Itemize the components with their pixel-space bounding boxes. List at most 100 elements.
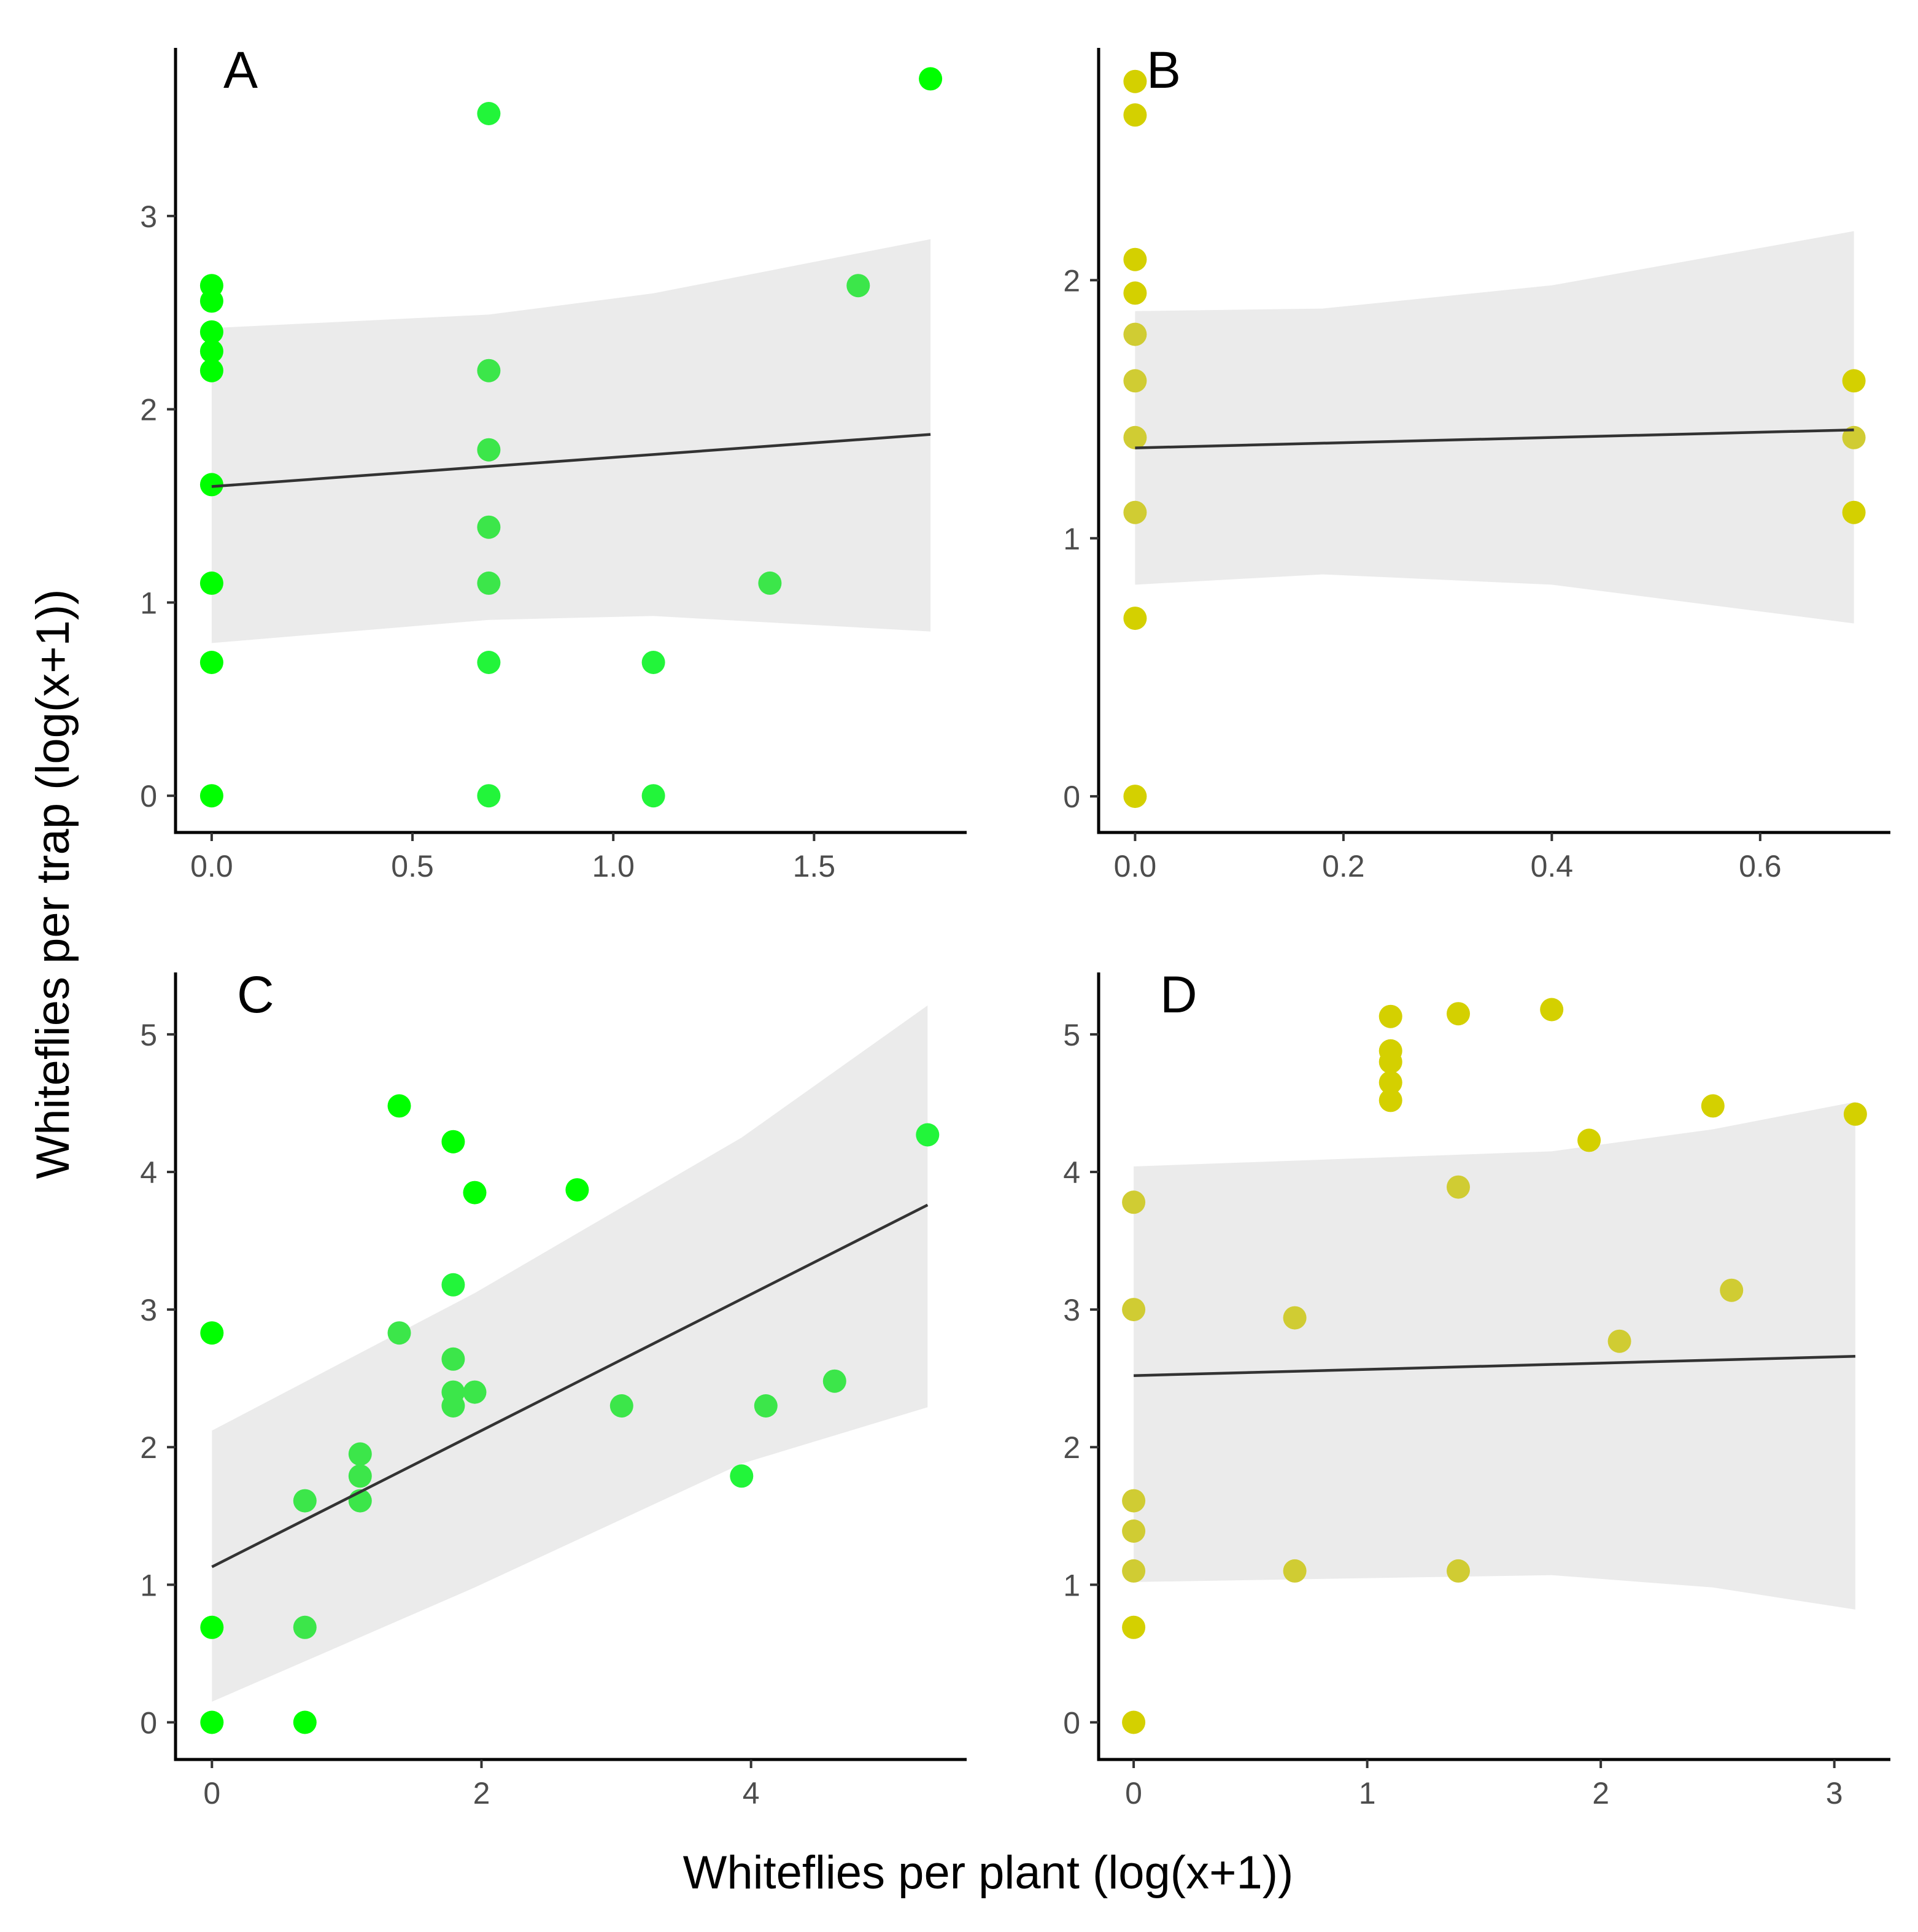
- data-point: [1283, 1306, 1307, 1330]
- data-point: [199, 320, 223, 344]
- data-point: [477, 102, 501, 125]
- data-point: [1123, 500, 1147, 524]
- data-point: [477, 438, 501, 462]
- tick-marks: 0 2 4 0 1 2 3 4 5: [140, 1018, 759, 1810]
- y-tick-label: 0: [1063, 1705, 1080, 1740]
- data-point: [199, 571, 223, 595]
- x-tick-label: 0.4: [1531, 849, 1574, 883]
- data-point: [1842, 500, 1866, 524]
- data-point: [1122, 1519, 1146, 1543]
- regression-line: [211, 1203, 929, 1569]
- y-tick-label: 2: [1063, 263, 1080, 298]
- data-point: [477, 784, 501, 808]
- data-points: [200, 1094, 940, 1734]
- data-point: [293, 1710, 317, 1734]
- data-point: [846, 274, 870, 298]
- data-point: [1540, 998, 1564, 1022]
- tick-marks: 0 1 2 3 0 1 2 3 4 5: [1063, 1018, 1843, 1810]
- data-point: [477, 571, 501, 595]
- data-point: [1842, 425, 1866, 449]
- y-tick-label: 3: [140, 200, 157, 234]
- y-tick-label: 5: [140, 1018, 157, 1052]
- y-tick-label: 0: [140, 779, 157, 813]
- confidence-band: [1134, 1101, 1855, 1610]
- panel-c: 0 2 4 0 1 2 3 4 5 C: [140, 966, 967, 1810]
- data-point: [199, 339, 223, 363]
- data-points: [1122, 998, 1867, 1734]
- data-point: [348, 1442, 372, 1466]
- data-point: [200, 1321, 224, 1345]
- x-tick-label: 2: [1592, 1776, 1609, 1810]
- data-point: [916, 1123, 940, 1147]
- axis-lines: [174, 48, 967, 834]
- data-point: [199, 784, 223, 808]
- data-point: [1123, 69, 1147, 93]
- data-point: [1122, 1559, 1146, 1583]
- data-point: [199, 473, 223, 497]
- data-points: [1123, 69, 1866, 809]
- y-tick-label: 2: [140, 393, 157, 427]
- data-point: [1123, 607, 1147, 630]
- panel-letter: C: [237, 966, 274, 1023]
- confidence-band: [212, 1005, 928, 1702]
- y-tick-label: 3: [1063, 1293, 1080, 1327]
- data-point: [1447, 1002, 1470, 1026]
- data-point: [200, 1615, 224, 1639]
- data-point: [199, 651, 223, 674]
- regression-line: [211, 433, 931, 488]
- x-tick-label: 0: [203, 1776, 220, 1810]
- y-tick-label: 2: [140, 1430, 157, 1465]
- y-tick-label: 3: [140, 1293, 157, 1327]
- x-tick-label: 2: [473, 1776, 490, 1810]
- x-tick-label: 0.2: [1322, 849, 1365, 883]
- data-point: [822, 1369, 846, 1393]
- x-axis-title: Whiteflies per plant (log(x+1)): [683, 1847, 1294, 1899]
- data-point: [348, 1464, 372, 1488]
- data-point: [1122, 1298, 1146, 1322]
- data-point: [1123, 281, 1147, 305]
- data-point: [441, 1347, 465, 1371]
- data-point: [1379, 1071, 1402, 1095]
- data-point: [441, 1273, 465, 1297]
- data-point: [441, 1394, 465, 1418]
- data-point: [1843, 1102, 1867, 1126]
- x-tick-label: 1: [1359, 1776, 1376, 1810]
- x-tick-label: 0.0: [1114, 849, 1157, 883]
- data-point: [1122, 1489, 1146, 1513]
- axis-lines: [1097, 48, 1890, 834]
- regression-line: [1134, 1355, 1855, 1377]
- data-point: [758, 571, 782, 595]
- data-point: [1123, 322, 1147, 346]
- data-point: [1379, 1050, 1402, 1074]
- x-tick-label: 0.6: [1739, 849, 1782, 883]
- y-tick-label: 0: [140, 1705, 157, 1740]
- y-tick-label: 1: [140, 1568, 157, 1602]
- panel-d: 0 1 2 3 0 1 2 3 4 5 D: [1063, 966, 1890, 1810]
- data-point: [754, 1394, 778, 1418]
- panel-b: 0.0 0.2 0.4 0.6 0 1 2 B: [1063, 41, 1890, 883]
- x-tick-label: 0: [1125, 1776, 1142, 1810]
- data-point: [387, 1321, 411, 1345]
- confidence-band: [1135, 231, 1854, 624]
- data-point: [1720, 1278, 1744, 1302]
- y-tick-label: 0: [1063, 780, 1080, 814]
- y-tick-label: 2: [1063, 1430, 1080, 1465]
- panel-a: 0.0 0.5 1.0 1.5 0 1 2 3 A: [140, 41, 967, 883]
- panel-letter: B: [1147, 41, 1181, 99]
- data-point: [1379, 1004, 1402, 1028]
- data-point: [609, 1394, 633, 1418]
- data-point: [641, 784, 665, 808]
- tick-marks: 0.0 0.5 1.0 1.5 0 1 2 3: [140, 200, 835, 883]
- data-point: [1447, 1175, 1470, 1199]
- data-point: [565, 1178, 589, 1202]
- data-point: [463, 1380, 487, 1404]
- data-point: [1122, 1615, 1146, 1639]
- data-point: [200, 1710, 224, 1734]
- y-tick-label: 4: [1063, 1155, 1080, 1190]
- x-tick-label: 3: [1826, 1776, 1843, 1810]
- data-point: [1123, 785, 1147, 809]
- data-point: [1577, 1128, 1601, 1152]
- y-tick-label: 1: [1063, 1568, 1080, 1602]
- data-point: [1123, 103, 1147, 127]
- data-point: [1701, 1094, 1725, 1118]
